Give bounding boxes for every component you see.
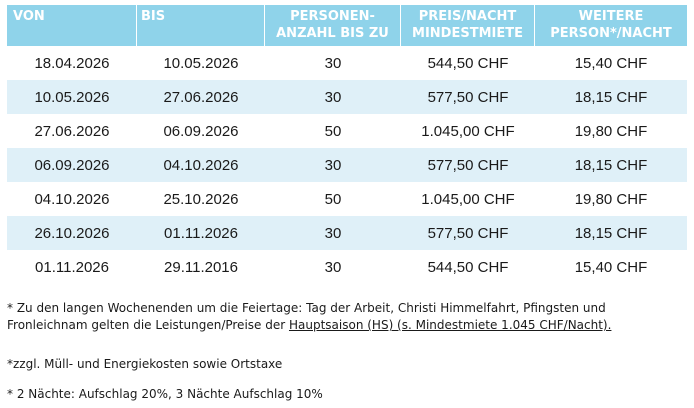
cell-personen: 30 [324,156,342,174]
cell-weitere: 19,80 CHF [574,190,648,208]
cell-personen: 30 [324,54,342,72]
footnote-holidays: * Zu den langen Wochenenden um die Feier… [7,300,687,334]
header-von: VON [7,5,137,46]
cell-preis: 577,50 CHF [427,156,509,174]
cell-von: 10.05.2026 [34,88,110,106]
cell-bis: 27.06.2026 [163,88,239,106]
cell-von: 01.11.2026 [35,258,109,276]
cell-weitere: 18,15 CHF [574,88,648,106]
cell-bis: 06.09.2026 [163,122,239,140]
cell-preis: 544,50 CHF [427,258,509,276]
cell-von: 06.09.2026 [34,156,110,174]
cell-personen: 30 [324,224,342,242]
cell-personen: 30 [324,258,342,276]
cell-weitere: 18,15 CHF [574,156,648,174]
footnote-extra-costs: *zzgl. Müll- und Energiekosten sowie Ort… [7,357,283,371]
table-row: 26.10.2026 01.11.2026 30 577,50 CHF 18,1… [7,216,687,250]
table-header: VON BIS PERSONEN- ANZAHL BIS ZU PREIS/NA… [7,5,687,46]
cell-bis: 01.11.2026 [164,224,238,242]
footnote-surcharge: * 2 Nächte: Aufschlag 20%, 3 Nächte Aufs… [7,387,323,401]
cell-preis: 544,50 CHF [427,54,509,72]
cell-preis: 577,50 CHF [427,88,509,106]
cell-bis: 04.10.2026 [163,156,239,174]
table-row: 04.10.2026 25.10.2026 50 1.045,00 CHF 19… [7,182,687,216]
cell-weitere: 19,80 CHF [574,122,648,140]
table-row: 06.09.2026 04.10.2026 30 577,50 CHF 18,1… [7,148,687,182]
cell-von: 04.10.2026 [34,190,110,208]
cell-personen: 50 [324,122,342,140]
cell-personen: 30 [324,88,342,106]
table-row: 27.06.2026 06.09.2026 50 1.045,00 CHF 19… [7,114,687,148]
cell-bis: 29.11.2016 [164,258,238,276]
cell-weitere: 15,40 CHF [574,258,648,276]
hauptsaison-link[interactable]: Hauptsaison (HS) (s. Mindestmiete 1.045 … [288,318,612,332]
table-row: 01.11.2026 29.11.2016 30 544,50 CHF 15,4… [7,250,687,284]
cell-preis: 577,50 CHF [427,224,509,242]
cell-weitere: 15,40 CHF [574,54,648,72]
header-preis: PREIS/NACHT MINDESTMIETE [401,5,535,46]
header-weitere: WEITERE PERSON*/NACHT [550,9,672,41]
cell-preis: 1.045,00 CHF [421,190,515,208]
footnotes: * Zu den langen Wochenenden um die Feier… [7,300,687,401]
cell-bis: 25.10.2026 [163,190,239,208]
cell-von: 18.04.2026 [34,54,110,72]
pricing-table: VON BIS PERSONEN- ANZAHL BIS ZU PREIS/NA… [7,5,687,284]
table-row: 18.04.2026 10.05.2026 30 544,50 CHF 15,4… [7,46,687,80]
footnote-holidays-text: * Zu den langen Wochenenden um die Feier… [7,301,606,332]
header-bis: BIS [137,5,265,46]
cell-weitere: 18,15 CHF [574,224,648,242]
header-personen: PERSONEN- ANZAHL BIS ZU [265,5,401,46]
cell-preis: 1.045,00 CHF [421,122,515,140]
cell-von: 27.06.2026 [34,122,110,140]
cell-von: 26.10.2026 [34,224,110,242]
table-row: 10.05.2026 27.06.2026 30 577,50 CHF 18,1… [7,80,687,114]
cell-bis: 10.05.2026 [163,54,239,72]
cell-personen: 50 [324,190,342,208]
